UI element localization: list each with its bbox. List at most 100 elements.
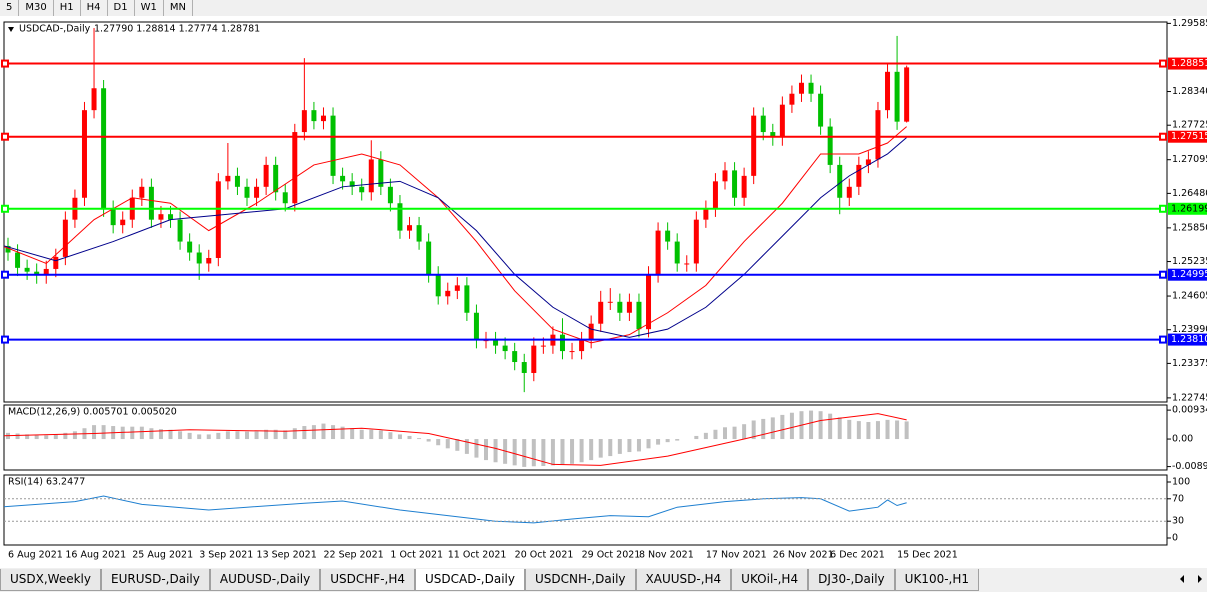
macd-bar: [474, 439, 479, 458]
candle-body: [387, 186, 393, 204]
macd-bar: [92, 425, 97, 440]
candle-body: [168, 214, 174, 220]
candle-body: [34, 271, 40, 276]
macd-bar: [665, 439, 670, 443]
candle-body: [15, 252, 21, 268]
chart-tab[interactable]: USDCNH-,Daily: [524, 569, 636, 591]
plot-area: [4, 410, 909, 467]
y-tick-label: 100: [1172, 477, 1190, 488]
candle-body: [521, 362, 527, 373]
chart-tab[interactable]: EURUSD-,Daily: [101, 569, 210, 591]
macd-bar: [340, 426, 345, 440]
timeframe-button[interactable]: H1: [54, 0, 81, 16]
x-tick-label: 26 Nov 2021: [773, 550, 834, 561]
timeframe-button[interactable]: D1: [108, 0, 135, 16]
level-handle: [1, 132, 9, 141]
x-tick-label: 13 Sep 2021: [257, 550, 317, 561]
timeframe-button[interactable]: H4: [81, 0, 108, 16]
macd-bar: [101, 425, 106, 440]
candle-body: [837, 164, 843, 198]
candle-body: [454, 285, 460, 291]
level-label: 1.24995: [1171, 269, 1207, 280]
timeframe-button[interactable]: W1: [135, 0, 164, 16]
candle-body: [904, 67, 910, 122]
macd-panel: [3, 404, 1168, 471]
y-tick-label: 1.23990: [1172, 324, 1207, 335]
macd-bar: [856, 421, 861, 440]
level-tag: [1168, 130, 1207, 143]
y-tick-label: 70: [1172, 493, 1184, 504]
chart-tab[interactable]: USDX,Weekly: [0, 569, 101, 591]
macd-bar: [321, 423, 326, 440]
level-handle: [1159, 335, 1167, 344]
candle-body: [493, 340, 499, 346]
macd-bar: [636, 439, 641, 452]
candle-body: [779, 104, 785, 138]
level-handle: [1, 270, 9, 279]
candle-body: [636, 301, 642, 330]
y-tick-label: 1.27095: [1172, 154, 1207, 165]
candle-body: [894, 71, 900, 122]
candle-body: [158, 214, 164, 220]
macd-bar: [197, 434, 202, 440]
candle-body: [607, 301, 613, 303]
macd-bar: [627, 439, 632, 453]
candle-body: [559, 334, 565, 352]
tab-scroll[interactable]: [1176, 572, 1206, 586]
chart-tab[interactable]: DJ30-,Daily: [808, 569, 895, 591]
macd-bar: [885, 419, 890, 440]
level-label: 1.23810: [1171, 334, 1207, 345]
y-tick-label: 1.24605: [1172, 291, 1207, 302]
macd-bar: [732, 426, 737, 440]
chart-tab[interactable]: USDCHF-,H4: [320, 569, 415, 591]
macd-bar: [713, 429, 718, 440]
x-tick-label: 6 Dec 2021: [830, 550, 885, 561]
candle-body: [234, 175, 240, 187]
x-tick-label: 17 Nov 2021: [706, 550, 767, 561]
chart-tab[interactable]: AUDUSD-,Daily: [209, 569, 321, 591]
y-tick-label: 1.29585: [1172, 18, 1207, 29]
candle-body: [320, 115, 326, 122]
candle-body: [43, 268, 49, 276]
macd-bar: [254, 431, 259, 440]
macd-bar: [617, 439, 622, 454]
candle-body: [81, 110, 87, 198]
chart-tab[interactable]: USDCAD-,Daily: [415, 569, 525, 591]
macd-bar: [283, 430, 288, 440]
candle-body: [684, 263, 690, 265]
level-handle: [1159, 59, 1167, 68]
candle-body: [196, 252, 202, 264]
candle-body: [655, 230, 661, 275]
candle-body: [101, 88, 107, 209]
macd-bar: [550, 439, 555, 466]
macd-bar: [369, 429, 374, 440]
chart-tab[interactable]: UK100-,H1: [894, 569, 980, 591]
candle-body: [808, 82, 814, 94]
candle-body: [712, 181, 718, 209]
chart-tab[interactable]: UKOil-,H4: [731, 569, 809, 591]
x-tick-label: 1 Oct 2021: [390, 550, 443, 561]
y-tick-label: 1.25235: [1172, 256, 1207, 267]
timeframe-button[interactable]: MN: [164, 0, 193, 16]
y-tick-label: 0.00: [1172, 434, 1193, 445]
macd-bar: [895, 420, 900, 440]
timeframe-button[interactable]: 5: [0, 0, 20, 16]
macd-bar: [158, 429, 163, 440]
y-tick-label: 30: [1172, 516, 1184, 527]
candle-body: [330, 115, 336, 176]
rsi-panel: [3, 474, 1168, 546]
macd-bar: [187, 432, 192, 440]
macd-bar: [359, 429, 364, 440]
panel-title: MACD(12,26,9) 0.005701 0.005020: [8, 407, 177, 418]
x-tick-label: 15 Dec 2021: [897, 550, 958, 561]
timeframe-button[interactable]: M30: [19, 0, 54, 16]
macd-bar: [331, 425, 336, 440]
chart-tab[interactable]: XAUUSD-,H4: [635, 569, 732, 591]
candle-body: [722, 170, 728, 182]
candle-body: [569, 351, 575, 353]
macd-bar: [484, 439, 488, 461]
macd-bar: [531, 439, 536, 467]
collapse-arrow[interactable]: [8, 27, 14, 32]
macd-bar: [139, 426, 144, 440]
